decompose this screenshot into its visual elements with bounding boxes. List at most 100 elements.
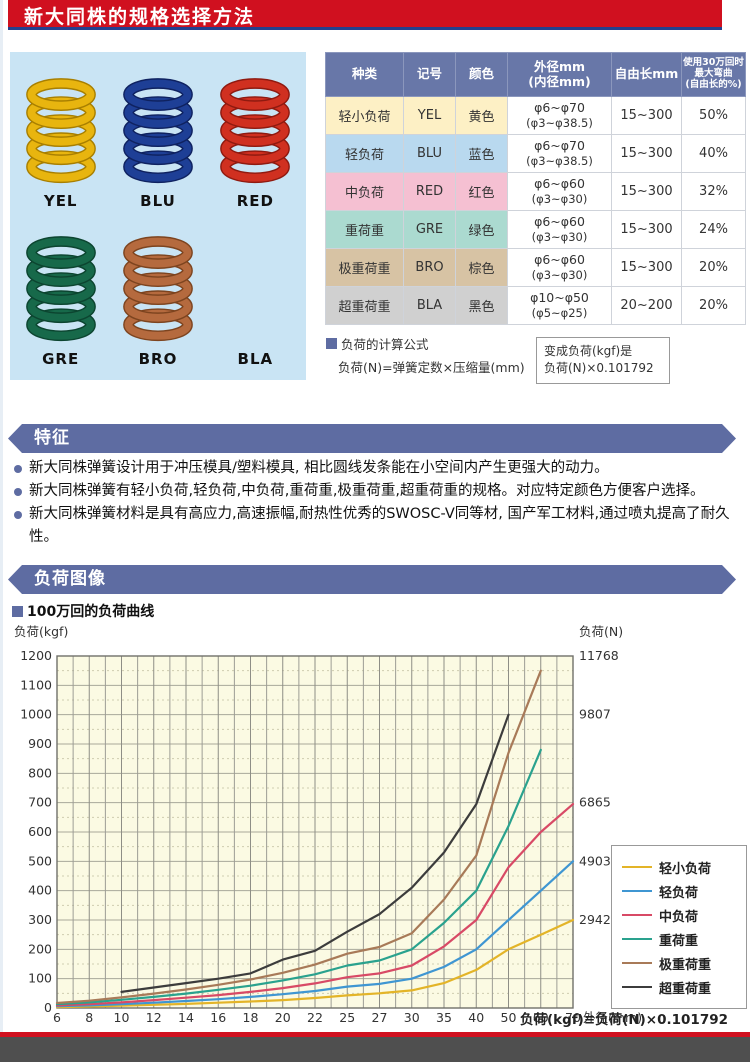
svg-text:800: 800 xyxy=(28,765,52,780)
spec-column-header: 使用30万回时 最大弯曲 (自由长的%) xyxy=(681,52,746,97)
table-cell: 15~300 xyxy=(611,248,682,287)
features-ribbon-title: 特征 xyxy=(34,428,70,448)
legend-line-swatch xyxy=(622,890,652,892)
svg-text:27: 27 xyxy=(372,1010,388,1025)
table-row: 轻小负荷 YEL 黄色 φ6~φ70 (φ3~φ38.5) 15~300 50% xyxy=(325,96,746,135)
chart-legend: 轻小负荷轻负荷中负荷重荷重极重荷重超重荷重 xyxy=(611,845,747,1009)
legend-item: 极重荷重 xyxy=(622,951,738,975)
features-list: 新大同株弹簧设计用于冲压模具/塑料模具, 相比圆线发条能在小空间内产生更强大的动… xyxy=(12,457,738,549)
svg-text:1000: 1000 xyxy=(20,707,52,722)
svg-text:1200: 1200 xyxy=(20,648,52,663)
spring-illustration xyxy=(220,78,291,184)
svg-text:负荷(kgf): 负荷(kgf) xyxy=(14,624,68,639)
legend-label: 轻小负荷 xyxy=(659,861,712,877)
page-title-banner: 新大同株的规格选择方法 xyxy=(8,0,722,30)
legend-item: 重荷重 xyxy=(622,927,738,951)
table-row: 重荷重 GRE 绿色 φ6~φ60 (φ3~φ30) 15~300 24% xyxy=(325,210,746,249)
svg-text:6865: 6865 xyxy=(579,795,611,810)
svg-text:100: 100 xyxy=(28,971,52,986)
svg-text:50: 50 xyxy=(501,1010,517,1025)
spring-label: BRO xyxy=(138,350,178,368)
empty-spring-slot xyxy=(214,229,296,345)
svg-text:200: 200 xyxy=(28,941,52,956)
table-cell: BRO xyxy=(403,248,456,287)
table-cell: 黄色 xyxy=(455,96,508,135)
table-cell: 15~300 xyxy=(611,172,682,211)
svg-text:500: 500 xyxy=(28,853,52,868)
spring-illustration xyxy=(123,236,193,342)
formula-note-text: 负荷(N)=弹簧定数×压缩量(mm) xyxy=(338,360,525,375)
svg-text:300: 300 xyxy=(28,912,52,927)
spring-label: YEL xyxy=(43,192,78,210)
svg-text:负荷(N): 负荷(N) xyxy=(579,624,623,639)
chart-subtitle: 100万回的负荷曲线 xyxy=(12,601,154,621)
table-cell: 40% xyxy=(681,134,746,173)
spring-photo-gre: GRE xyxy=(12,216,109,374)
legend-item: 中负荷 xyxy=(622,903,738,927)
legend-line-swatch xyxy=(622,962,652,964)
svg-text:0: 0 xyxy=(44,1000,52,1015)
legend-line-swatch xyxy=(622,866,652,868)
page-title: 新大同株的规格选择方法 xyxy=(24,6,256,28)
feature-bullet: 新大同株弹簧有轻小负荷,轻负荷,中负荷,重荷重,极重荷重,超重荷重的规格。对应特… xyxy=(12,480,738,503)
table-cell: φ6~φ70 (φ3~φ38.5) xyxy=(507,134,612,173)
bullet-square-icon xyxy=(12,605,23,617)
table-row: 中负荷 RED 红色 φ6~φ60 (φ3~φ30) 15~300 32% xyxy=(325,172,746,211)
table-cell: φ10~φ50 (φ5~φ25) xyxy=(507,286,612,325)
spring-label: BLU xyxy=(140,192,176,210)
svg-text:900: 900 xyxy=(28,736,52,751)
spring-label: GRE xyxy=(42,350,80,368)
table-row: 轻负荷 BLU 蓝色 φ6~φ70 (φ3~φ38.5) 15~300 40% xyxy=(325,134,746,173)
svg-text:600: 600 xyxy=(28,824,52,839)
svg-text:70: 70 xyxy=(565,1010,581,1025)
svg-text:10: 10 xyxy=(114,1010,130,1025)
spring-label: RED xyxy=(236,192,274,210)
legend-line-swatch xyxy=(622,986,652,988)
svg-text:8: 8 xyxy=(85,1010,93,1025)
svg-text:1100: 1100 xyxy=(20,677,52,692)
spring-illustration xyxy=(123,78,193,184)
table-cell: 重荷重 xyxy=(325,210,404,249)
svg-text:2942: 2942 xyxy=(579,912,611,927)
svg-text:700: 700 xyxy=(28,795,52,810)
feature-bullet: 新大同株弹簧材料是具有高应力,高速振幅,耐热性优秀的SWOSC-V同等材, 国产… xyxy=(12,503,738,549)
spring-photos-panel: YEL BLU RED GRE BRO BLA xyxy=(10,52,306,380)
table-cell: φ6~φ70 (φ3~φ38.5) xyxy=(507,96,612,135)
spec-column-header: 记号 xyxy=(403,52,456,97)
spec-column-header: 外径mm (内径mm) xyxy=(507,52,612,97)
spring-illustration xyxy=(25,78,96,184)
svg-text:6: 6 xyxy=(53,1010,61,1025)
spring-illustration xyxy=(25,236,96,342)
table-cell: 32% xyxy=(681,172,746,211)
legend-label: 重荷重 xyxy=(659,933,699,949)
svg-text:12: 12 xyxy=(146,1010,162,1025)
svg-text:14: 14 xyxy=(178,1010,194,1025)
svg-text:22: 22 xyxy=(307,1010,323,1025)
bottom-conversion-formula: 负荷(kgf)≡负荷(N)×0.101792 xyxy=(520,1012,728,1028)
bullet-square-icon xyxy=(326,338,337,349)
table-cell: 20% xyxy=(681,286,746,325)
table-cell: 轻负荷 xyxy=(325,134,404,173)
table-cell: RED xyxy=(403,172,456,211)
svg-text:4903: 4903 xyxy=(579,853,611,868)
svg-text:400: 400 xyxy=(28,883,52,898)
load-chart-ribbon: 负荷图像 xyxy=(8,565,736,594)
svg-text:25: 25 xyxy=(339,1010,355,1025)
features-ribbon: 特征 xyxy=(8,424,736,453)
legend-label: 轻负荷 xyxy=(659,885,699,901)
spec-column-header: 颜色 xyxy=(455,52,508,97)
conversion-line-1: 变成负荷(kgf)是 xyxy=(544,344,633,358)
conversion-line-2: 负荷(N)×0.101792 xyxy=(544,361,654,376)
table-cell: φ6~φ60 (φ3~φ30) xyxy=(507,172,612,211)
table-cell: 20~200 xyxy=(611,286,682,325)
table-cell: GRE xyxy=(403,210,456,249)
spring-photo-bro: BRO xyxy=(109,216,206,374)
table-cell: 15~300 xyxy=(611,210,682,249)
legend-label: 超重荷重 xyxy=(659,981,712,997)
svg-text:30: 30 xyxy=(404,1010,420,1025)
spring-photo-bla: BLA xyxy=(207,216,304,374)
table-cell: 蓝色 xyxy=(455,134,508,173)
load-chart-ribbon-title: 负荷图像 xyxy=(34,569,106,589)
table-cell: 50% xyxy=(681,96,746,135)
spring-spec-table: 种类 记号 颜色 外径mm (内径mm) 自由长mm 使用30万回时 最大弯曲 (自由长的%) … xyxy=(325,52,746,325)
